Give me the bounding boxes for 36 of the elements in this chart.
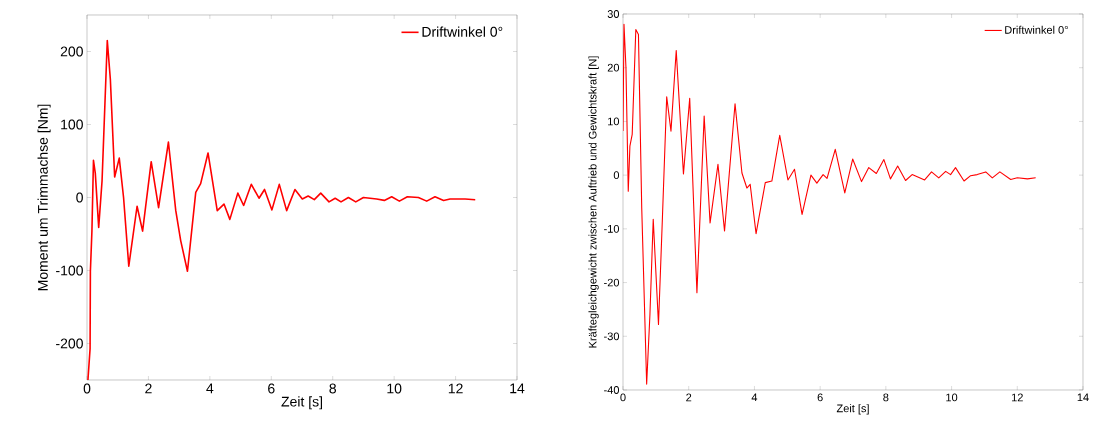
y-tick-label: 10 — [608, 117, 620, 126]
y-tick-label: -40 — [604, 386, 620, 394]
y-axis-title: Kräftegleichgewicht zwischen Auftrieb und Gewichtskraft [N] — [588, 56, 599, 348]
x-axis-title: Zeit [s] — [836, 404, 869, 415]
y-tick-label: 20 — [607, 63, 620, 72]
x-tick-label: 0 — [620, 393, 626, 402]
y-tick-label: -20 — [604, 278, 620, 287]
y-tick-label: 200 — [60, 46, 83, 57]
y-tick-label: 0 — [613, 171, 620, 180]
x-tick-label: 6 — [268, 383, 275, 394]
x-tick-label: 10 — [946, 393, 958, 402]
x-tick-label: 12 — [1011, 393, 1023, 402]
x-tick-label: 12 — [448, 383, 463, 394]
x-tick-label: 8 — [329, 383, 337, 394]
y-axis-title: Moment um Trimmachse [Nm] — [37, 104, 51, 291]
x-tick-label: 2 — [145, 383, 152, 394]
line-series — [87, 39, 477, 380]
legend-label: Driftwinkel 0° — [1005, 25, 1068, 34]
y-tick-label: -30 — [604, 332, 620, 341]
x-tick-label: 10 — [387, 383, 402, 394]
y-tick-label: -10 — [604, 224, 620, 233]
y-tick-label: 100 — [61, 119, 83, 130]
x-axis-title: Zeit [s] — [281, 396, 322, 410]
x-tick-label: 14 — [510, 383, 525, 394]
x-tick-label: 4 — [751, 393, 758, 402]
x-tick-label: 2 — [686, 393, 692, 402]
x-tick-label: 14 — [1077, 393, 1089, 402]
legend-label: Driftwinkel 0° — [422, 26, 503, 37]
y-tick-label: 30 — [607, 10, 620, 18]
x-tick-label: 0 — [83, 383, 91, 394]
x-tick-label: 8 — [883, 393, 889, 402]
x-tick-label: 4 — [206, 383, 214, 394]
y-tick-label: -100 — [56, 265, 83, 276]
y-tick-label: -200 — [56, 338, 83, 349]
y-tick-label: 0 — [76, 192, 83, 203]
x-tick-label: 6 — [817, 393, 823, 402]
